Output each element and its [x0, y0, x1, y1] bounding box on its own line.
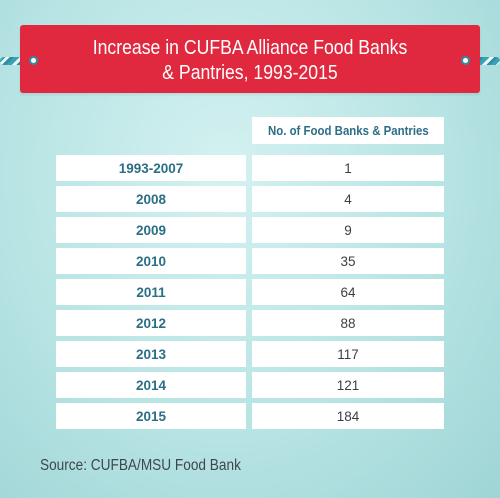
table-row-value: 35 — [252, 248, 444, 274]
table-row-value: 4 — [252, 186, 444, 212]
table-row-year: 2008 — [56, 186, 246, 212]
rope-right — [470, 57, 500, 65]
table-row-value: 1 — [252, 155, 444, 181]
table-row-year: 2010 — [56, 248, 246, 274]
column-header-label: No. of Food Banks & Pantries — [267, 123, 429, 138]
table-row-value: 9 — [252, 217, 444, 243]
table-row-year: 2012 — [56, 310, 246, 336]
table-row-value: 117 — [252, 341, 444, 367]
chart-title: Increase in CUFBA Alliance Food Banks & … — [92, 36, 408, 84]
table-row-year: 1993-2007 — [56, 155, 246, 181]
table-row-year: 2013 — [56, 341, 246, 367]
table-row-year: 2014 — [56, 372, 246, 398]
table-row-value: 121 — [252, 372, 444, 398]
table-row-value: 88 — [252, 310, 444, 336]
table-row-year: 2015 — [56, 403, 246, 429]
source-text: Source: CUFBA/MSU Food Bank — [40, 457, 241, 474]
banner-hole-left — [29, 56, 38, 65]
table-row-year: 2009 — [56, 217, 246, 243]
source-note: Source: CUFBA/MSU Food Bank — [40, 457, 268, 475]
table-row-value: 184 — [252, 403, 444, 429]
table-row-year: 2011 — [56, 279, 246, 305]
rope-left — [0, 57, 32, 65]
title-banner: Increase in CUFBA Alliance Food Banks & … — [20, 25, 480, 93]
table-row-value: 64 — [252, 279, 444, 305]
banner-hole-right — [461, 56, 470, 65]
column-header: No. of Food Banks & Pantries — [252, 117, 444, 144]
